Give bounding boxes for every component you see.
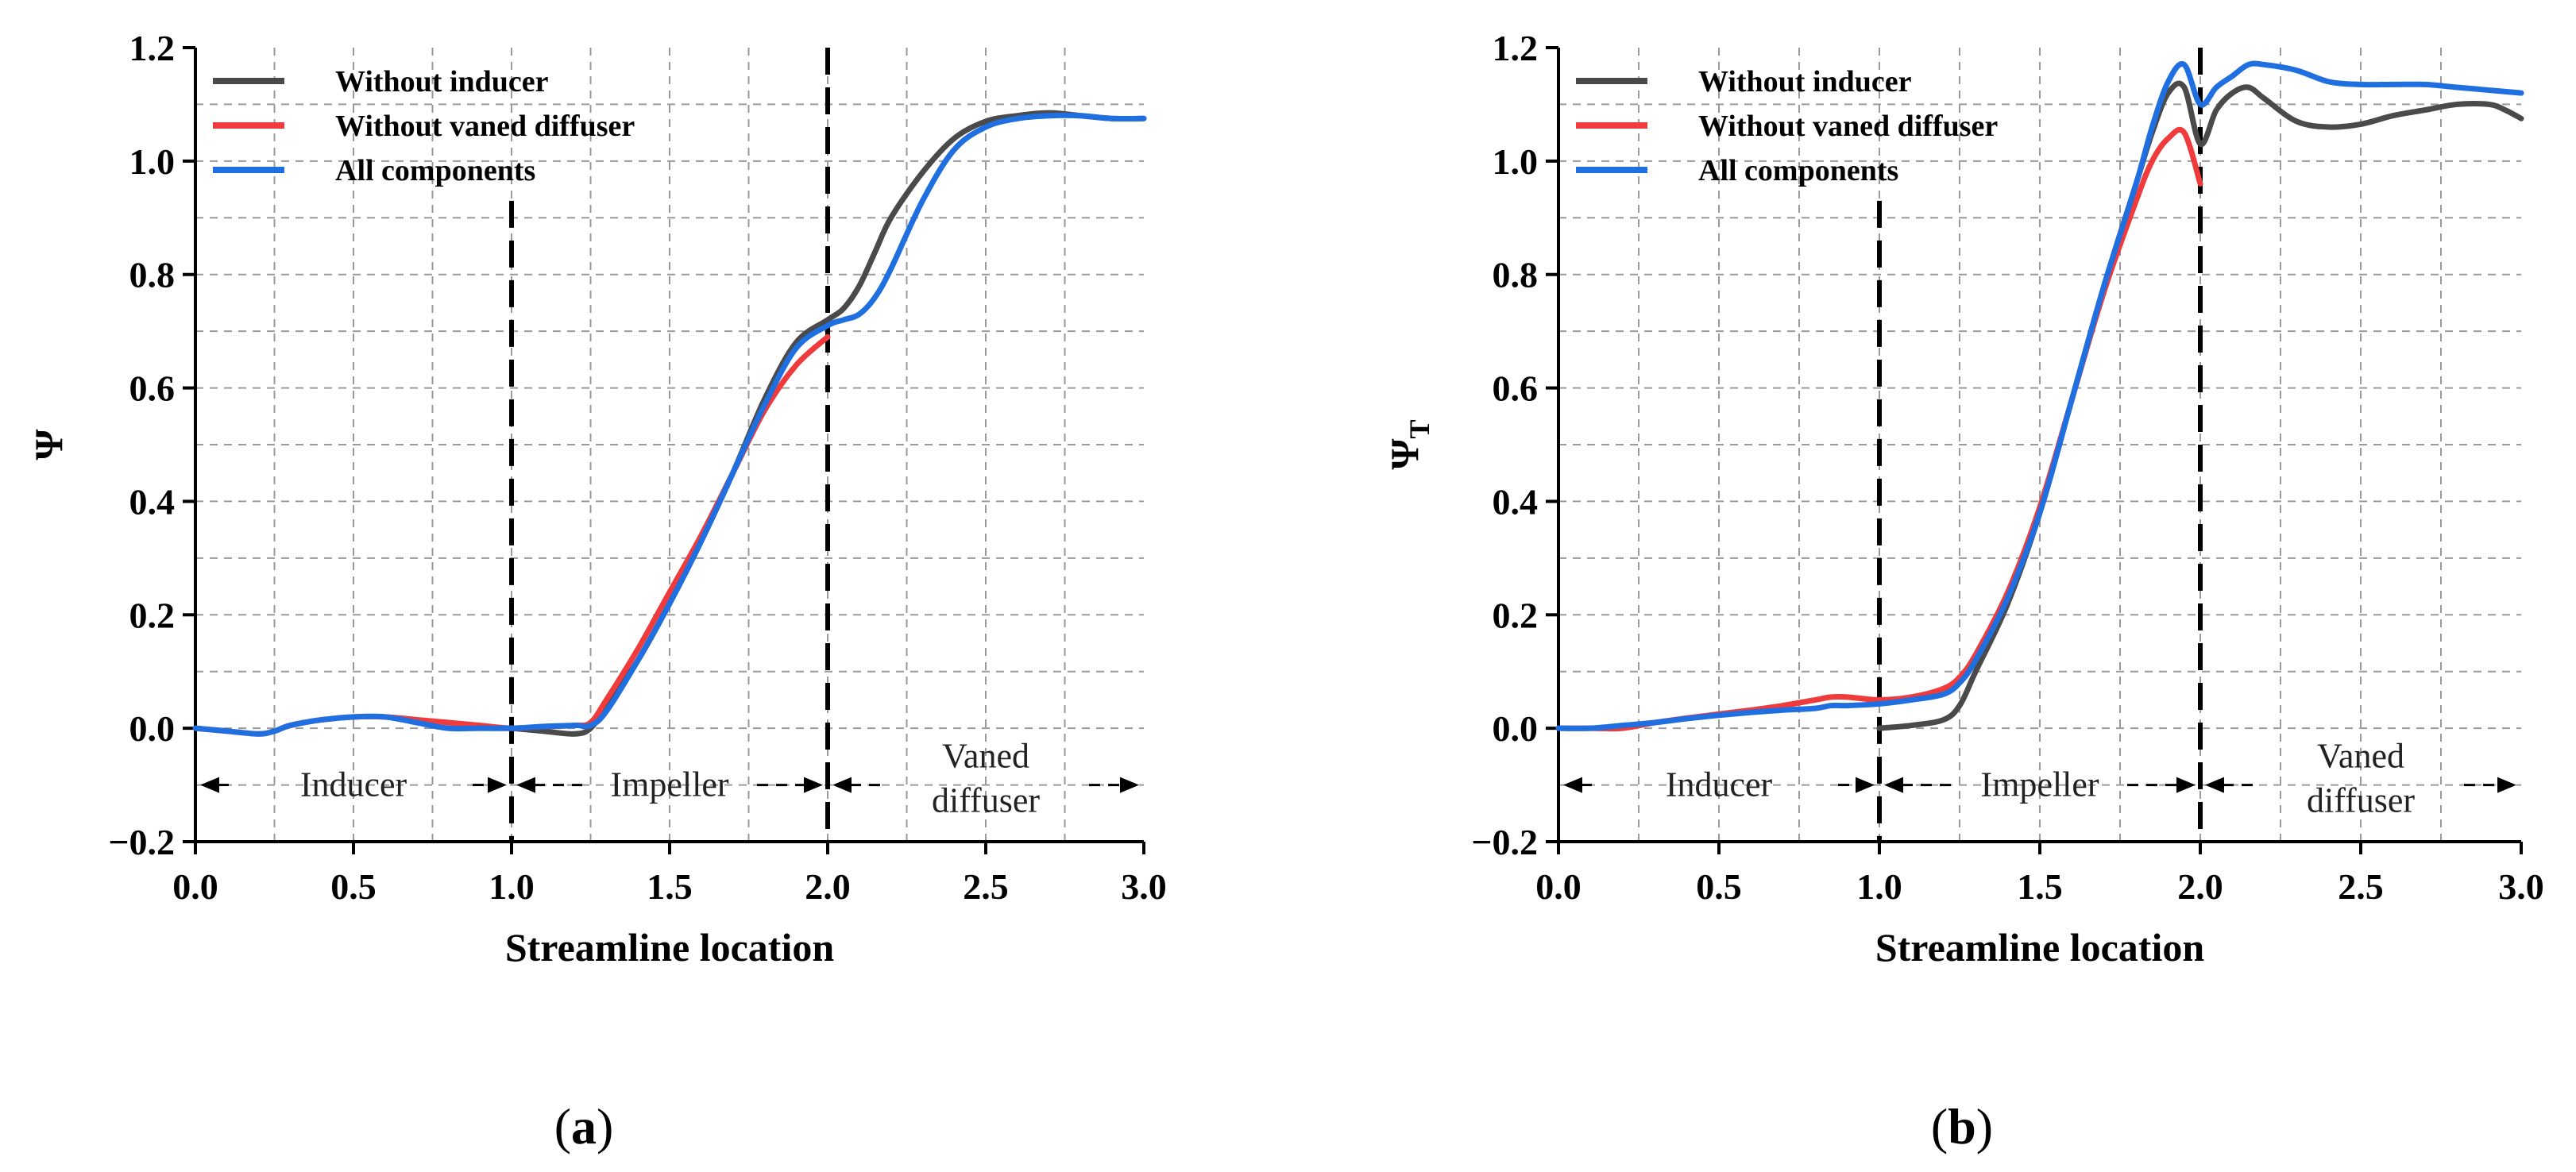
x-tick-label: 2.0 (805, 866, 851, 907)
region-label: Inducer (300, 765, 407, 804)
arrowhead-left-icon (200, 777, 219, 793)
y-tick-label: 1.0 (1493, 141, 1539, 182)
y-tick-label: 1.2 (129, 28, 176, 68)
y-tick-label: 0.6 (1493, 368, 1539, 409)
y-axis-title: ΨT (1382, 419, 1435, 469)
y-tick-label: 0.2 (129, 595, 176, 635)
y-tick-label: 0.6 (129, 368, 176, 409)
arrowhead-right-icon (1120, 777, 1139, 793)
legend-label: All components (335, 154, 535, 187)
y-axis-title-symbol: Ψ (1382, 439, 1427, 470)
y-axis-title: Ψ (26, 430, 71, 461)
series-line-without-inducer (508, 110, 1147, 737)
panel-label: (b) (1931, 1098, 1993, 1155)
y-tick-label: 0.4 (1493, 481, 1539, 522)
region-label: diffuser (932, 781, 1040, 820)
y-tick-label: 0.4 (129, 481, 176, 522)
arrowhead-left-icon (1884, 777, 1903, 793)
y-tick-label: 0.8 (1493, 255, 1539, 295)
series-line-all-components (1555, 60, 2524, 731)
region-vaned-diffuser: Vaned diffuser (2205, 737, 2516, 820)
arrowhead-right-icon (804, 777, 823, 793)
x-tick-label: 3.0 (2498, 866, 2544, 907)
panel-label-close: ) (1976, 1098, 1993, 1155)
region-impeller: Impeller (1884, 765, 2196, 804)
arrowhead-right-icon (2497, 777, 2516, 793)
x-tick-label: 1.5 (2017, 866, 2063, 907)
region-label: diffuser (2307, 781, 2415, 820)
arrowhead-left-icon (1563, 777, 1582, 793)
y-axis-title-subscript: T (1404, 419, 1435, 438)
arrowhead-left-icon (2205, 777, 2224, 793)
legend-label: Without inducer (1698, 65, 1912, 98)
legend-label: Without vaned diffuser (1698, 110, 1998, 143)
x-tick-label: 0.0 (1535, 866, 1582, 907)
region-impeller: Impeller (516, 765, 823, 804)
series-line-all-components (192, 112, 1147, 737)
x-tick-label: 1.0 (1856, 866, 1902, 907)
chart-panel-a: 0.0 0.5 1.0 1.5 2.0 2.5 3.0−0.20.00.20.40.60.8… (26, 28, 1167, 1155)
panel-label-close: ) (597, 1098, 613, 1155)
panel-label: (a) (554, 1098, 614, 1155)
x-tick-label: 0.5 (1696, 866, 1742, 907)
panel-label-open: ( (554, 1098, 571, 1155)
region-inducer: Inducer (1563, 765, 1875, 804)
y-tick-label: 0.8 (129, 255, 176, 295)
x-tick-label: 3.0 (1121, 866, 1167, 907)
panel-label-open: ( (1931, 1098, 1948, 1155)
arrowhead-left-icon (832, 777, 852, 793)
grid (195, 48, 1144, 842)
arrowhead-right-icon (2176, 777, 2196, 793)
legend: Without inducer Without vaned diffuser All… (213, 65, 635, 187)
legend-label: Without vaned diffuser (335, 110, 635, 143)
y-tick-label: −0.2 (108, 822, 175, 862)
x-tick-label: 2.5 (963, 866, 1009, 907)
panel-label-letter: b (1948, 1098, 1976, 1155)
arrowhead-left-icon (516, 777, 535, 793)
arrowhead-right-icon (1856, 777, 1875, 793)
y-tick-label: −0.2 (1471, 822, 1538, 862)
x-axis-title: Streamline location (505, 925, 834, 970)
panel-label-letter: a (571, 1098, 597, 1155)
legend: Without inducer Without vaned diffuser All… (1576, 65, 1998, 187)
region-label: Impeller (1980, 765, 2099, 804)
series-line-without-inducer (1876, 80, 2524, 731)
x-tick-label: 0.0 (172, 866, 218, 907)
region-label: Inducer (1666, 765, 1773, 804)
legend-label: Without inducer (335, 65, 549, 98)
region-label: Impeller (610, 765, 728, 804)
chart-panel-b: 0.0 0.5 1.0 1.5 2.0 2.5 3.0−0.20.00.20.40.60.8… (1382, 28, 2544, 1155)
region-label: Vaned (2317, 737, 2404, 776)
x-axis-title: Streamline location (1875, 925, 2204, 970)
y-axis-title-symbol: Ψ (26, 430, 71, 461)
legend-label: All components (1698, 154, 1898, 187)
y-tick-label: 0.0 (1493, 708, 1539, 749)
y-tick-label: 1.0 (129, 141, 176, 182)
x-tick-label: 2.0 (2177, 866, 2223, 907)
region-label: Vaned (942, 737, 1029, 776)
region-vaned-diffuser: Vaned diffuser (832, 737, 1139, 820)
x-tick-label: 2.5 (2338, 866, 2384, 907)
x-tick-label: 0.5 (330, 866, 377, 907)
x-tick-label: 1.5 (647, 866, 693, 907)
region-inducer: Inducer (200, 765, 507, 804)
y-tick-label: 0.2 (1493, 595, 1539, 635)
y-tick-label: 1.2 (1493, 28, 1539, 68)
y-tick-label: 0.0 (129, 708, 176, 749)
arrowhead-right-icon (488, 777, 507, 793)
x-tick-label: 1.0 (489, 866, 535, 907)
